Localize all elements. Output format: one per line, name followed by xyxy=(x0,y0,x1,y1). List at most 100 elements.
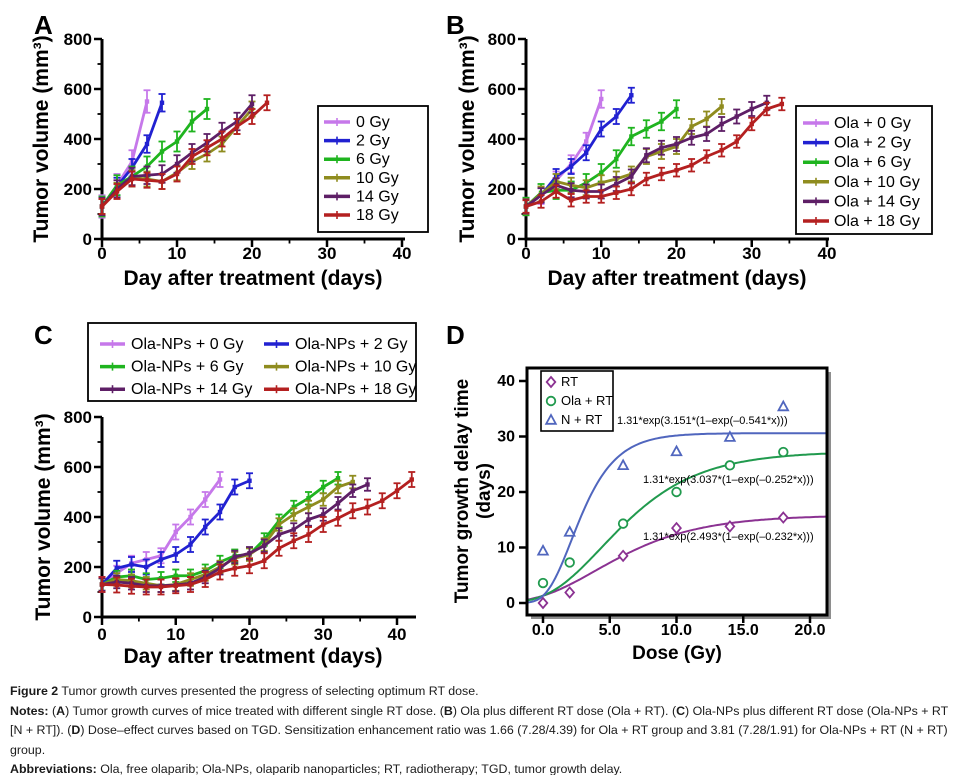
y-tick-label: 400 xyxy=(488,130,516,149)
x-tick-label: 0.0 xyxy=(532,622,554,639)
caption-segment: ( xyxy=(48,703,57,718)
x-axis-title: Day after treatment (days) xyxy=(123,645,382,668)
legend-label: Ola + 6 Gy xyxy=(834,154,911,171)
legend-label: Ola-NPs + 18 Gy xyxy=(295,381,416,398)
y-tick-label: 800 xyxy=(64,30,92,49)
y-axis-title: Tumor volume (mm³) xyxy=(456,35,479,242)
x-tick-label: 30 xyxy=(742,244,761,263)
legend-label: 10 Gy xyxy=(356,170,399,187)
chart-D: 0 10 20 30 40 0.0 5.0 10.0 15.0 20.0 Dose (Gy) Tumo… xyxy=(452,366,831,664)
circle-marker xyxy=(537,577,549,589)
panel-C: C 0 200 400 600 800 0 10 20 30 40 Day after treatm… xyxy=(0,310,460,675)
diamond-marker xyxy=(724,520,736,533)
circle-marker xyxy=(617,518,629,529)
x-tick-label: 0 xyxy=(521,244,530,263)
legend-B: Ola + 0 Gy Ola + 2 Gy Ola + 6 Gy Ola + 10 G… xyxy=(795,105,933,235)
y-tick-label: 600 xyxy=(64,458,92,477)
caption-segment: C xyxy=(676,703,686,718)
triangle-marker xyxy=(536,543,550,556)
legend-C: Ola-NPs + 0 Gy Ola-NPs + 2 Gy Ola-NPs + 6 … xyxy=(87,322,417,402)
y-tick-label: 200 xyxy=(488,180,516,199)
circle-marker xyxy=(545,395,557,407)
triangle-marker xyxy=(563,525,577,537)
x-tick-label: 40 xyxy=(388,625,407,644)
y-tick-label: 0 xyxy=(507,230,516,249)
y-tick-label: 0 xyxy=(506,595,515,612)
legend-label: RT xyxy=(561,374,578,389)
caption-figure-title: Figure 2 Tumor growth curves presented t… xyxy=(10,682,948,702)
legend-label: Ola + 0 Gy xyxy=(834,115,911,132)
y-tick-label: 20 xyxy=(497,484,515,501)
diamond-marker xyxy=(671,521,682,535)
x-tick-label: 10 xyxy=(166,625,185,644)
diamond-marker xyxy=(617,549,629,563)
y-tick-label: 800 xyxy=(64,408,92,427)
legend-label: 18 Gy xyxy=(356,207,399,224)
panel-A: A 0 200 400 600 800 0 10 20 30 40 Day after treatm… xyxy=(0,0,460,310)
series-N-RT xyxy=(536,399,790,556)
y-tick-label: 200 xyxy=(64,180,92,199)
legend-label: Ola-NPs + 10 Gy xyxy=(295,359,416,376)
x-tick-label: 40 xyxy=(818,244,837,263)
series-Ola-NPs-2-Gy xyxy=(98,472,253,593)
chart-C: 0 200 400 600 800 0 10 20 30 40 Day after treatmen… xyxy=(32,322,417,668)
legend-label: Ola + RT xyxy=(561,393,613,408)
triangle-marker xyxy=(776,399,790,412)
x-tick-label: 20.0 xyxy=(794,622,825,639)
caption-segment: A xyxy=(56,703,66,718)
caption-segment: Notes: xyxy=(10,703,49,718)
legend-label: Ola-NPs + 14 Gy xyxy=(131,381,252,398)
fit-equation-Ola-RT: 1.31*exp(3.037*(1–exp(–0.252*x))) xyxy=(643,474,814,486)
x-tick-label: 10 xyxy=(592,244,611,263)
panel-B: B 0 200 400 600 800 0 10 20 30 40 Day after treatm… xyxy=(440,0,954,310)
panel-label-A: A xyxy=(34,10,53,40)
series-Ola-10-Gy xyxy=(522,98,726,215)
chart-B: 0 200 400 600 800 0 10 20 30 40 Day after treatmen… xyxy=(456,30,933,290)
legend-label: 2 Gy xyxy=(356,133,390,150)
triangle-marker xyxy=(670,444,683,457)
caption-segment: ) Tumor growth curves of mice treated wi… xyxy=(65,703,444,718)
fit-curve-Ola-RT xyxy=(528,452,826,602)
triangle-marker xyxy=(544,413,558,425)
series-Ola-6-Gy xyxy=(522,99,680,217)
axis-labels-A: 0 200 400 600 800 0 10 20 30 40 Day after treatmen… xyxy=(30,30,411,290)
axes-A xyxy=(94,37,405,247)
legend-label: Ola + 10 Gy xyxy=(834,174,920,191)
caption-segment: Ola, free olaparib; Ola-NPs, olaparib na… xyxy=(96,762,623,775)
y-tick-label: 0 xyxy=(83,608,92,627)
x-tick-label: 15.0 xyxy=(728,622,759,639)
caption-segment: Tumor growth curves presented the progre… xyxy=(58,684,479,698)
x-tick-label: 30 xyxy=(318,244,337,263)
y-axis-title-line1: Tumor growth delay time xyxy=(452,379,473,604)
panel-D: D 0 10 20 30 40 0.0 5.0 10.0 15.0 20.0 Dose (Gy) Tu… xyxy=(440,310,954,675)
diamond-marker xyxy=(545,375,557,389)
x-tick-label: 30 xyxy=(314,625,333,644)
caption-segment: B xyxy=(443,703,453,718)
y-tick-label: 800 xyxy=(488,30,516,49)
legend-label: Ola + 14 Gy xyxy=(834,193,920,210)
fit-equation-N-RT: 1.31*exp(3.151*(1–exp(–0.541*x))) xyxy=(617,415,788,427)
caption-segment: ) Ola plus different RT dose (Ola + RT).… xyxy=(452,703,677,718)
axis-labels-C: 0 200 400 600 800 0 10 20 30 40 Day after treatmen… xyxy=(32,408,406,668)
y-tick-label: 400 xyxy=(64,130,92,149)
x-tick-label: 20 xyxy=(667,244,686,263)
legend-label: 0 Gy xyxy=(356,114,390,131)
x-tick-label: 5.0 xyxy=(599,622,621,639)
legend-label: Ola-NPs + 6 Gy xyxy=(131,359,243,376)
legend-label: 6 Gy xyxy=(356,151,390,168)
figure-caption: Figure 2 Tumor growth curves presented t… xyxy=(10,682,948,775)
caption-abbreviations: Abbreviations: Ola, free olaparib; Ola-N… xyxy=(10,760,948,775)
x-tick-label: 40 xyxy=(393,244,412,263)
caption-segment: D xyxy=(71,723,81,737)
circle-marker xyxy=(724,460,736,471)
series-RT xyxy=(537,511,789,610)
y-tick-label: 200 xyxy=(64,558,92,577)
diamond-marker xyxy=(537,596,549,610)
y-tick-label: 40 xyxy=(497,373,515,390)
x-tick-label: 20 xyxy=(240,625,259,644)
legend-label: 14 Gy xyxy=(356,188,399,205)
legend-D: RT Ola + RT N + RT xyxy=(540,370,614,432)
triangle-marker xyxy=(723,430,737,442)
